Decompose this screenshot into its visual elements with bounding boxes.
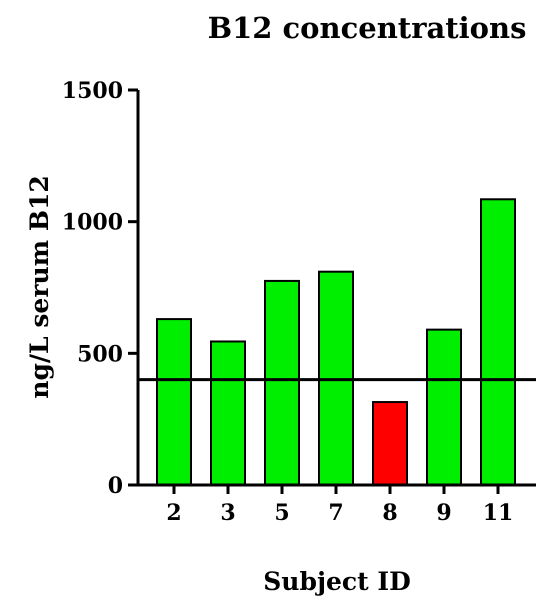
x-tick-label: 11 (483, 500, 514, 526)
bar-9 (426, 328, 462, 486)
x-axis-label: Subject ID (263, 567, 411, 596)
y-axis-label: ng/L serum B12 (25, 175, 54, 398)
x-tick-label: 5 (274, 500, 289, 526)
bar-5 (264, 279, 300, 486)
x-tick-label: 2 (166, 500, 181, 526)
bar-3 (210, 340, 246, 486)
x-tick-label: 8 (382, 500, 397, 526)
y-tick-label: 1500 (62, 78, 123, 104)
bar-2 (156, 318, 192, 486)
bars-group (156, 198, 516, 487)
y-tick-label: 1000 (62, 210, 123, 236)
axes-group: 2 3 5 7 8 9 11 0 500 1000 1500 (62, 78, 536, 526)
x-tick-label: 7 (328, 500, 343, 526)
y-tick-label: 500 (77, 341, 123, 367)
bar-11 (480, 198, 516, 487)
x-tick-label: 3 (220, 500, 235, 526)
bar-8 (372, 401, 408, 486)
chart-title: B12 concentrations (208, 11, 527, 45)
y-tick-label: 0 (108, 473, 123, 499)
x-tick-label: 9 (436, 500, 451, 526)
